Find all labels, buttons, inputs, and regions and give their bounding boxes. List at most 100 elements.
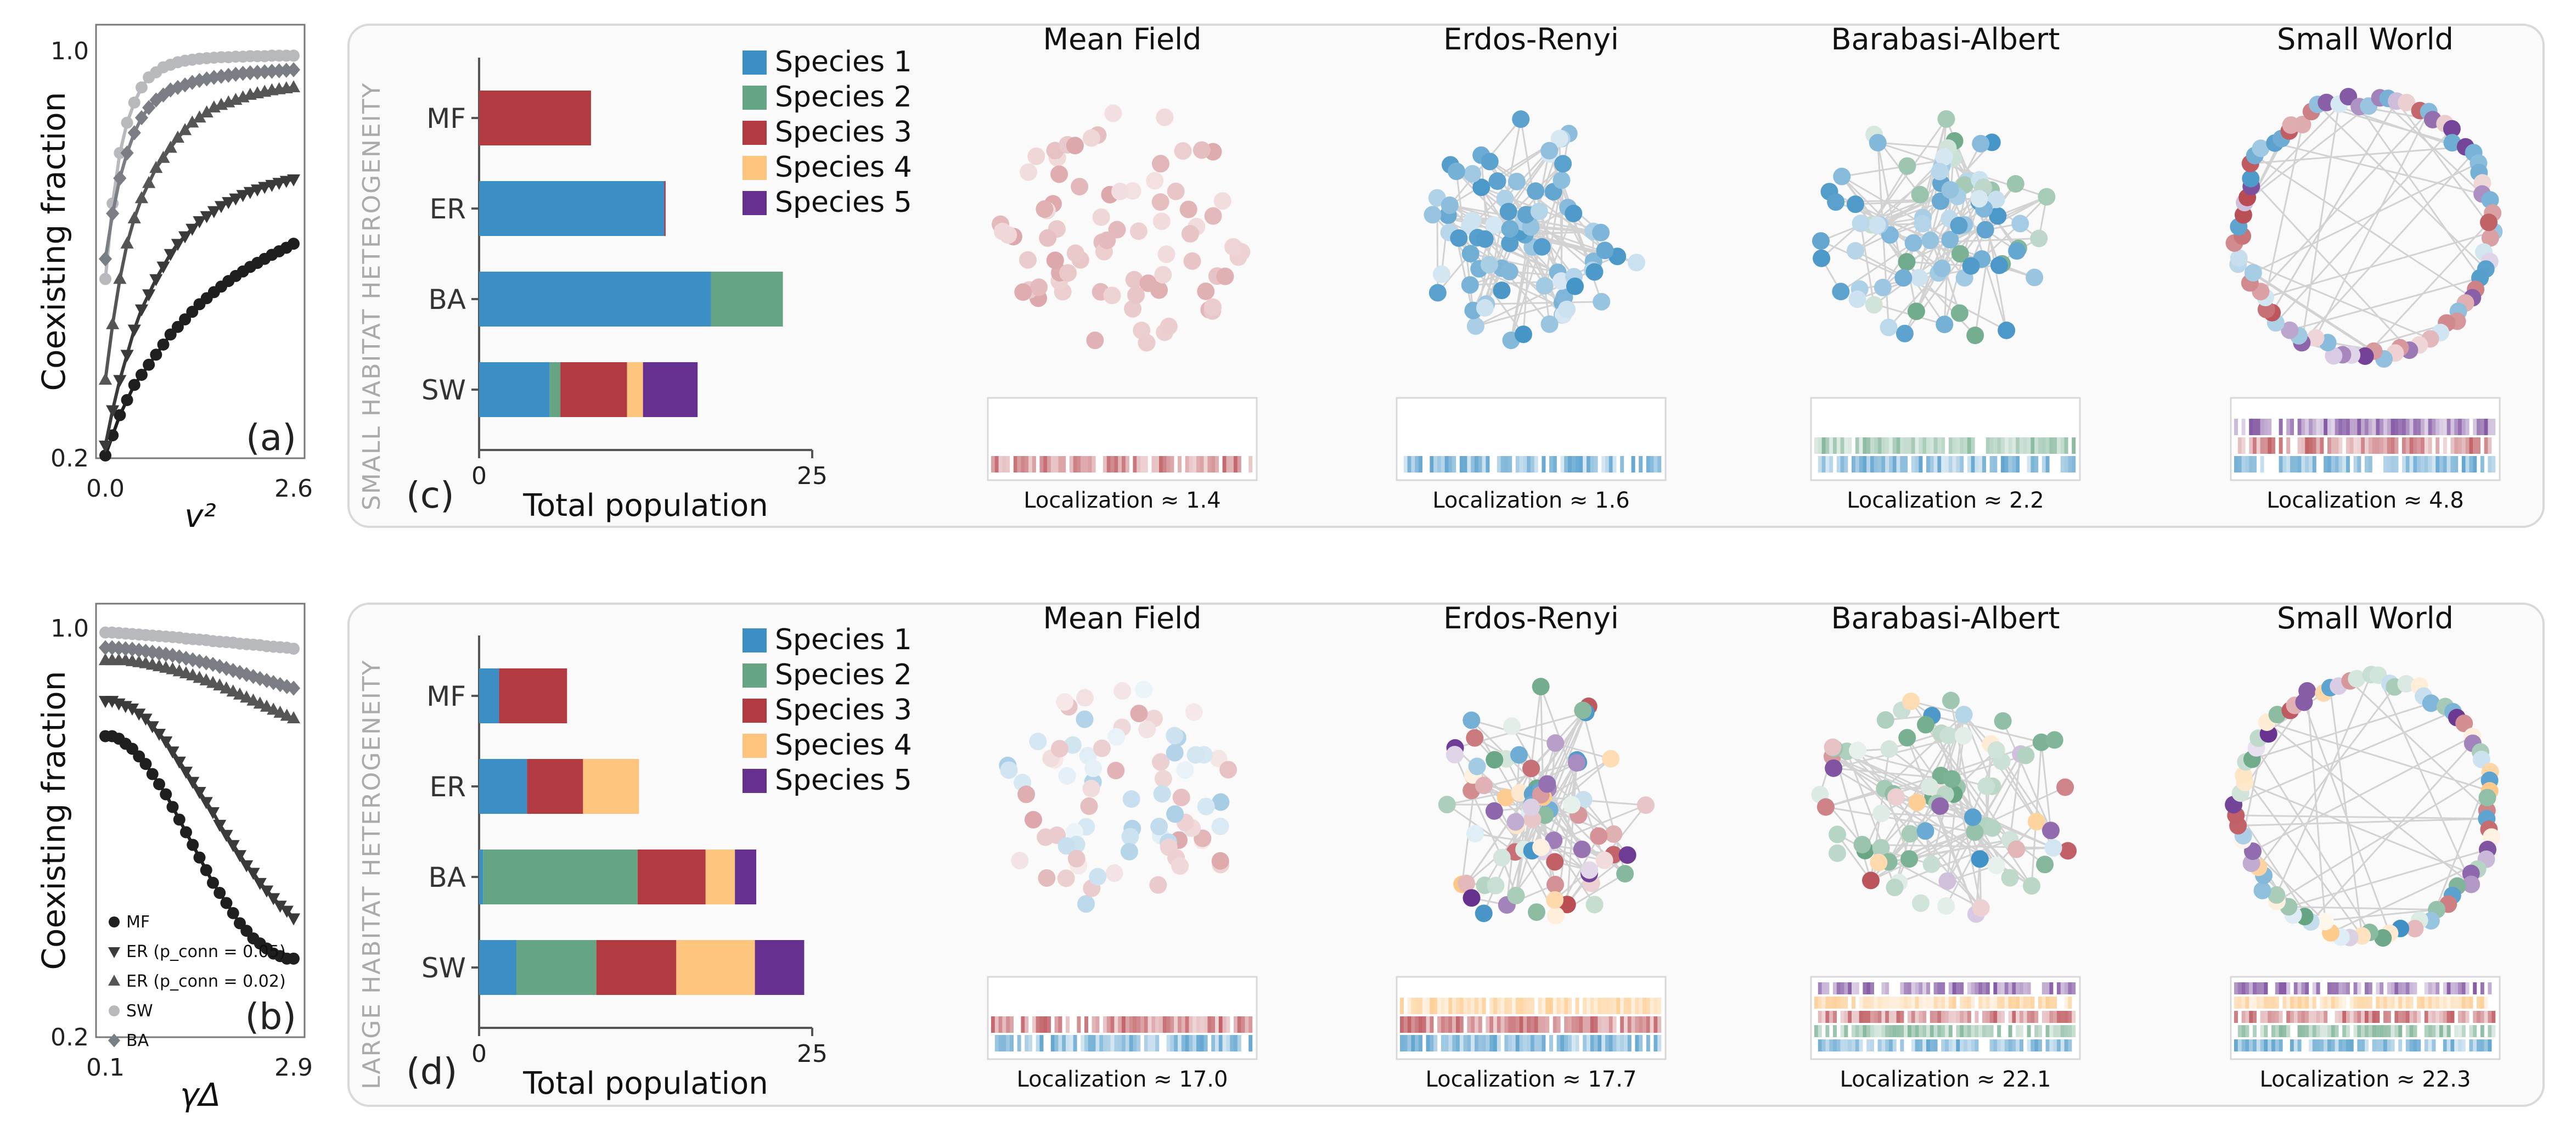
- localization-cell: [2256, 1039, 2260, 1051]
- localization-cell: [1583, 456, 1587, 473]
- network-node: [1059, 264, 1077, 282]
- bar-segment: [560, 362, 627, 417]
- localization-cell: [2023, 997, 2027, 1009]
- localization-cell: [1818, 1025, 1822, 1037]
- localization-cell: [1833, 1039, 1837, 1051]
- data-point: [113, 375, 127, 387]
- localization-cell: [2001, 1039, 2005, 1051]
- localization-cell: [2380, 437, 2384, 454]
- localization-cell: [2405, 1025, 2410, 1037]
- localization-cell: [2439, 1025, 2443, 1037]
- localization-cell: [1448, 456, 1453, 473]
- network-node: [1943, 770, 1961, 788]
- localization-cell: [2446, 1025, 2451, 1037]
- localization-cell: [2234, 1011, 2238, 1023]
- network-node: [1486, 751, 1504, 769]
- data-point: [260, 699, 274, 712]
- localization-cell: [2297, 456, 2302, 473]
- network-node: [1037, 828, 1055, 846]
- network-edge: [1481, 154, 1606, 251]
- network-node: [1011, 852, 1029, 870]
- b-ylabel: Coexisting fraction: [35, 671, 72, 970]
- data-point: [171, 80, 185, 95]
- network-node: [2293, 116, 2311, 134]
- bar-segment: [596, 940, 677, 995]
- localization-cell: [2256, 997, 2260, 1009]
- localization-cell: [1043, 1016, 1048, 1033]
- network-edge: [2395, 100, 2495, 232]
- localization-cell: [1616, 1035, 1621, 1051]
- localization-cell: [1456, 1035, 1460, 1051]
- localization-cell: [1829, 1011, 1833, 1023]
- localization-cell: [1407, 456, 1411, 473]
- network-node: [2478, 789, 2496, 807]
- localization-cell: [2424, 1025, 2428, 1037]
- localization-cell: [1848, 1011, 1852, 1023]
- localization-cell: [1930, 1039, 1934, 1051]
- network-node: [2011, 215, 2029, 233]
- localization-cell: [2398, 419, 2403, 435]
- localization-cell: [2335, 1025, 2339, 1037]
- network-node: [1066, 244, 1084, 262]
- localization-cell: [1844, 997, 1848, 1009]
- localization-cell: [1579, 1016, 1583, 1033]
- localization-cell: [2245, 982, 2249, 994]
- localization-cell: [2465, 997, 2470, 1009]
- localization-cell: [2346, 456, 2350, 473]
- data-point: [127, 211, 141, 223]
- localization-cell: [1471, 456, 1475, 473]
- network-node: [1950, 304, 1968, 322]
- localization-cell: [1904, 1025, 1908, 1037]
- network-edge: [1470, 252, 1558, 273]
- network-node: [1056, 693, 1074, 711]
- network-node: [1922, 855, 1941, 873]
- localization-cell: [1870, 437, 1874, 454]
- localization-cell: [1866, 1025, 1871, 1037]
- localization-cell: [1062, 1035, 1066, 1051]
- localization-cell: [1926, 456, 1930, 473]
- localization-cell: [1125, 456, 1129, 473]
- localization-cell: [1448, 998, 1453, 1014]
- localization-cell: [1945, 997, 1949, 1009]
- localization-cell: [1653, 1035, 1658, 1051]
- data-point: [120, 236, 134, 249]
- localization-cell: [1475, 1035, 1478, 1051]
- localization-cell: [2234, 419, 2238, 435]
- localization-cell: [2008, 1011, 2012, 1023]
- localization-cell: [2027, 1011, 2031, 1023]
- localization-cell: [2297, 419, 2302, 435]
- network-node: [2056, 778, 2074, 796]
- network-node: [1546, 734, 1565, 752]
- localization-cell: [2424, 1039, 2428, 1051]
- localization-cell: [2053, 1039, 2057, 1051]
- category-label: MF: [426, 103, 466, 134]
- localization-cell: [1114, 1035, 1118, 1051]
- data-point: [258, 182, 272, 194]
- localization-cell: [1960, 437, 1964, 454]
- localization-cell: [2041, 437, 2046, 454]
- network-edge: [1472, 213, 1526, 222]
- data-point: [157, 338, 170, 351]
- network-node: [1211, 852, 1229, 870]
- localization-cell: [2027, 997, 2031, 1009]
- data-point: [150, 348, 162, 361]
- localization-cell: [1419, 998, 1422, 1014]
- localization-cell: [1915, 1039, 1919, 1051]
- network-edge: [2349, 680, 2488, 812]
- localization-cell: [2480, 982, 2484, 994]
- localization-cell: [1590, 1016, 1594, 1033]
- localization-cell: [1527, 456, 1531, 473]
- localization-cell: [1144, 456, 1148, 473]
- data-point: [226, 840, 240, 852]
- localization-cell: [2312, 997, 2316, 1009]
- localization-cell: [1218, 1016, 1223, 1033]
- localization-cell: [1863, 1025, 1867, 1037]
- localization-cell: [1915, 1025, 1919, 1037]
- localization-cell: [1571, 1035, 1576, 1051]
- network-node: [1935, 148, 1953, 166]
- localization-cell: [2454, 997, 2459, 1009]
- network-edge: [1956, 749, 1997, 789]
- localization-cell: [1403, 1016, 1408, 1033]
- network-node: [1166, 727, 1184, 745]
